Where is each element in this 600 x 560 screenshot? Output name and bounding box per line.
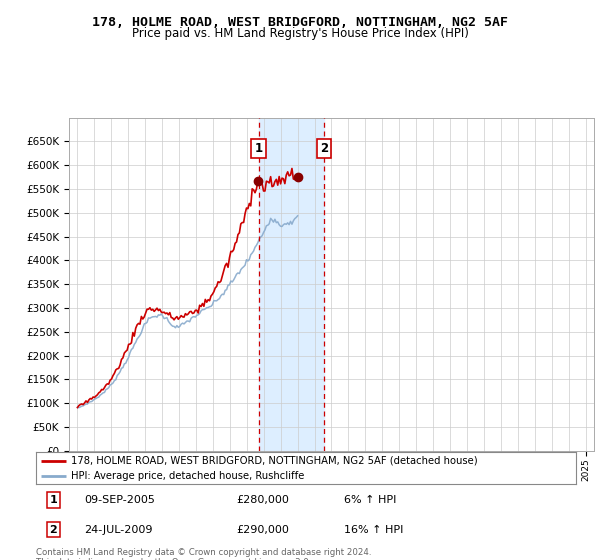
Text: 09-SEP-2005: 09-SEP-2005 [85, 495, 155, 505]
Text: 2: 2 [49, 525, 57, 535]
Text: 2: 2 [320, 142, 328, 155]
Text: 178, HOLME ROAD, WEST BRIDGFORD, NOTTINGHAM, NG2 5AF: 178, HOLME ROAD, WEST BRIDGFORD, NOTTING… [92, 16, 508, 29]
Text: £290,000: £290,000 [236, 525, 289, 535]
Text: £280,000: £280,000 [236, 495, 289, 505]
Text: 24-JUL-2009: 24-JUL-2009 [85, 525, 153, 535]
Text: Price paid vs. HM Land Registry's House Price Index (HPI): Price paid vs. HM Land Registry's House … [131, 27, 469, 40]
Text: 1: 1 [49, 495, 57, 505]
Text: HPI: Average price, detached house, Rushcliffe: HPI: Average price, detached house, Rush… [71, 472, 304, 481]
Text: 16% ↑ HPI: 16% ↑ HPI [344, 525, 403, 535]
Text: 6% ↑ HPI: 6% ↑ HPI [344, 495, 396, 505]
Text: Contains HM Land Registry data © Crown copyright and database right 2024.
This d: Contains HM Land Registry data © Crown c… [36, 548, 371, 560]
Bar [259, 118, 324, 451]
Text: 178, HOLME ROAD, WEST BRIDGFORD, NOTTINGHAM, NG2 5AF (detached house): 178, HOLME ROAD, WEST BRIDGFORD, NOTTING… [71, 456, 478, 466]
Text: 1: 1 [254, 142, 263, 155]
